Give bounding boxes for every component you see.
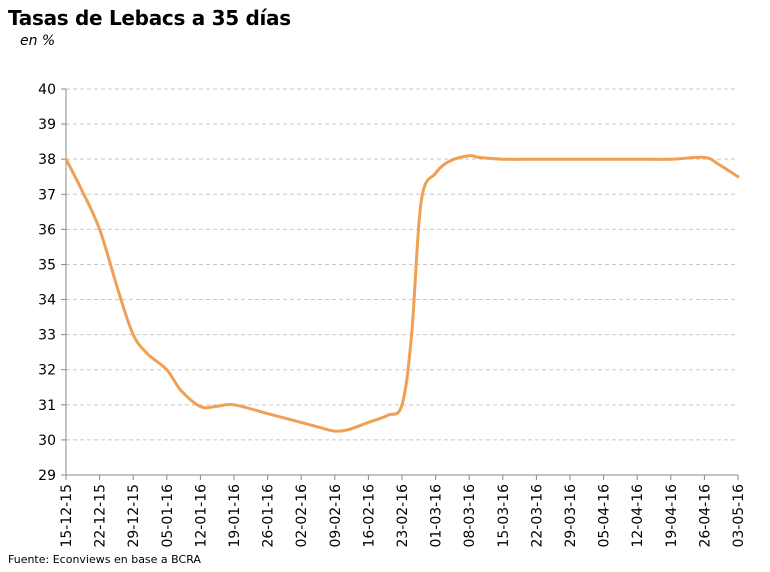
data-point bbox=[449, 159, 452, 162]
data-point bbox=[233, 403, 236, 406]
y-tick-label: 33 bbox=[38, 328, 56, 344]
y-tick-label: 29 bbox=[38, 468, 56, 484]
data-point bbox=[737, 175, 740, 178]
y-tick-label: 30 bbox=[38, 433, 56, 449]
x-tick-label: 16-02-16 bbox=[361, 484, 377, 548]
data-point bbox=[117, 291, 120, 294]
x-tick-label: 22-03-16 bbox=[529, 484, 545, 548]
data-point bbox=[602, 158, 605, 161]
data-point bbox=[132, 333, 135, 336]
data-point bbox=[386, 414, 389, 417]
y-tick-label: 40 bbox=[38, 82, 56, 98]
x-axis-tick-labels: 15-12-15 22-12-15 29-12-15 05-01-16 12-01-16… bbox=[59, 484, 747, 548]
y-axis-tick-labels: 29 30 31 32 33 34 35 36 37 38 39 40 bbox=[38, 82, 56, 484]
data-point bbox=[319, 426, 322, 429]
data-point bbox=[636, 158, 639, 161]
x-tick-label: 15-03-16 bbox=[496, 484, 512, 548]
data-point bbox=[98, 228, 101, 231]
data-point bbox=[703, 156, 706, 159]
x-tick-label: 12-04-16 bbox=[630, 484, 646, 548]
series-line bbox=[64, 154, 740, 433]
data-point bbox=[477, 156, 480, 159]
y-tick-label: 35 bbox=[38, 257, 56, 273]
data-point bbox=[501, 158, 504, 161]
data-point bbox=[333, 430, 336, 433]
y-tick-label: 36 bbox=[38, 222, 56, 238]
y-tick-label: 37 bbox=[38, 187, 56, 203]
data-point bbox=[468, 154, 471, 157]
data-point bbox=[79, 186, 82, 189]
y-tick-label: 39 bbox=[38, 117, 56, 133]
data-point bbox=[410, 333, 413, 336]
data-point bbox=[348, 428, 351, 431]
data-point bbox=[213, 405, 216, 408]
x-tick-label: 19-04-16 bbox=[664, 484, 680, 548]
x-tick-label: 29-12-15 bbox=[126, 484, 142, 548]
x-tick-label: 02-02-16 bbox=[294, 484, 310, 548]
series-layer bbox=[64, 154, 740, 433]
data-point bbox=[146, 352, 149, 355]
x-tick-label: 05-04-16 bbox=[597, 484, 613, 548]
x-tick-label: 26-01-16 bbox=[261, 484, 277, 548]
y-tick-label: 38 bbox=[38, 152, 56, 168]
x-tick-label: 23-02-16 bbox=[395, 484, 411, 548]
data-point bbox=[434, 172, 437, 175]
x-tick-label: 12-01-16 bbox=[193, 484, 209, 548]
data-point bbox=[367, 421, 370, 424]
data-point bbox=[300, 421, 303, 424]
data-point bbox=[535, 158, 538, 161]
data-point bbox=[180, 389, 183, 392]
x-tick-label: 19-01-16 bbox=[227, 484, 243, 548]
chart-subtitle: en % bbox=[20, 33, 56, 49]
source-note: Fuente: Econviews en base a BCRA bbox=[8, 553, 201, 566]
chart-title: Tasas de Lebacs a 35 días bbox=[8, 6, 291, 30]
y-tick-label: 34 bbox=[38, 293, 56, 309]
data-point bbox=[199, 405, 202, 408]
data-point bbox=[165, 368, 168, 371]
data-point bbox=[669, 158, 672, 161]
x-tick-label: 26-04-16 bbox=[697, 484, 713, 548]
x-tick-label: 29-03-16 bbox=[563, 484, 579, 548]
gridlines bbox=[66, 88, 738, 441]
x-tick-label: 08-03-16 bbox=[462, 484, 478, 548]
axes bbox=[61, 88, 739, 480]
x-tick-label: 03-05-16 bbox=[731, 484, 747, 548]
x-tick-label: 05-01-16 bbox=[160, 484, 176, 548]
x-tick-label: 01-03-16 bbox=[429, 484, 445, 548]
x-tick-label: 22-12-15 bbox=[93, 484, 109, 548]
x-tick-label: 09-02-16 bbox=[328, 484, 344, 548]
data-point bbox=[401, 403, 404, 406]
data-point bbox=[420, 200, 423, 203]
y-tick-label: 32 bbox=[38, 363, 56, 379]
data-point bbox=[266, 412, 269, 415]
x-tick-label: 15-12-15 bbox=[59, 484, 75, 548]
data-point bbox=[717, 163, 720, 166]
y-tick-label: 31 bbox=[38, 398, 56, 414]
data-point bbox=[569, 158, 572, 161]
data-point bbox=[65, 158, 68, 161]
